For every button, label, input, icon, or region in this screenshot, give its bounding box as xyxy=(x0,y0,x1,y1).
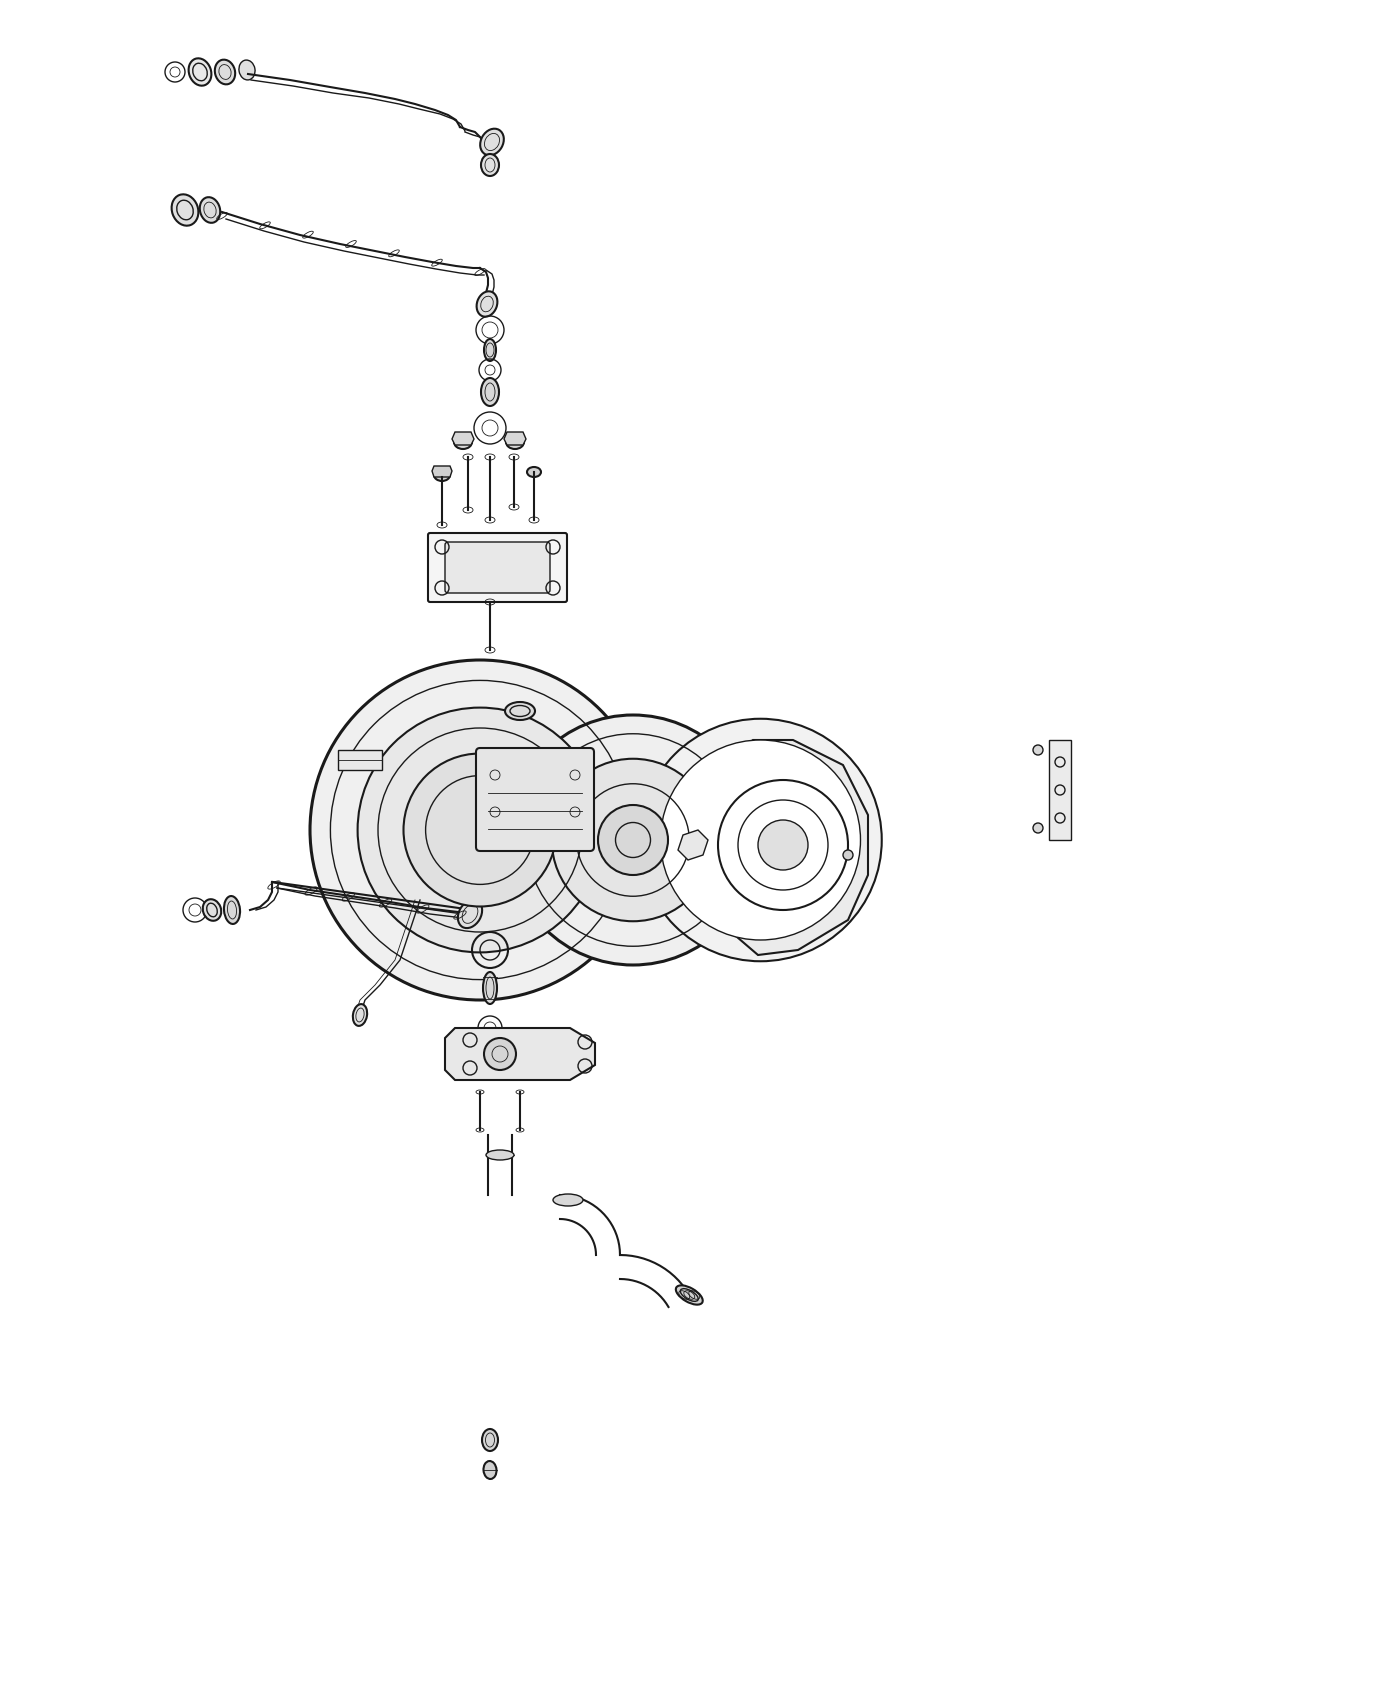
Ellipse shape xyxy=(505,435,524,449)
Circle shape xyxy=(661,740,861,940)
Circle shape xyxy=(843,850,853,860)
Ellipse shape xyxy=(676,1285,703,1304)
Ellipse shape xyxy=(214,60,235,85)
Circle shape xyxy=(309,660,650,1000)
Ellipse shape xyxy=(203,899,221,921)
Polygon shape xyxy=(504,432,526,445)
Polygon shape xyxy=(445,1028,595,1080)
Circle shape xyxy=(484,1039,517,1069)
Ellipse shape xyxy=(172,194,199,226)
Polygon shape xyxy=(699,740,868,955)
Circle shape xyxy=(508,716,757,966)
Ellipse shape xyxy=(482,1430,498,1452)
Ellipse shape xyxy=(526,468,540,478)
FancyBboxPatch shape xyxy=(476,748,594,852)
Circle shape xyxy=(552,758,714,921)
Polygon shape xyxy=(452,432,475,445)
Ellipse shape xyxy=(476,291,497,316)
Circle shape xyxy=(640,719,882,960)
Ellipse shape xyxy=(486,1149,514,1159)
Ellipse shape xyxy=(434,469,449,481)
Ellipse shape xyxy=(458,899,482,928)
Ellipse shape xyxy=(480,129,504,155)
Circle shape xyxy=(598,806,668,876)
Circle shape xyxy=(357,707,602,952)
Ellipse shape xyxy=(484,338,496,360)
Circle shape xyxy=(1033,745,1043,755)
Ellipse shape xyxy=(239,60,255,80)
Ellipse shape xyxy=(200,197,220,223)
Circle shape xyxy=(1033,823,1043,833)
Ellipse shape xyxy=(483,1460,497,1479)
FancyBboxPatch shape xyxy=(428,534,567,602)
Ellipse shape xyxy=(189,58,211,85)
Ellipse shape xyxy=(454,435,472,449)
Bar xyxy=(337,750,382,770)
Polygon shape xyxy=(433,466,452,478)
FancyBboxPatch shape xyxy=(445,542,550,593)
Bar xyxy=(1049,740,1071,840)
Polygon shape xyxy=(678,830,708,860)
Ellipse shape xyxy=(482,377,498,406)
Ellipse shape xyxy=(482,155,498,177)
Ellipse shape xyxy=(553,1193,582,1205)
Ellipse shape xyxy=(224,896,239,925)
Ellipse shape xyxy=(483,972,497,1005)
Circle shape xyxy=(757,819,808,870)
Ellipse shape xyxy=(353,1005,367,1025)
Circle shape xyxy=(403,753,557,906)
Ellipse shape xyxy=(505,702,535,721)
